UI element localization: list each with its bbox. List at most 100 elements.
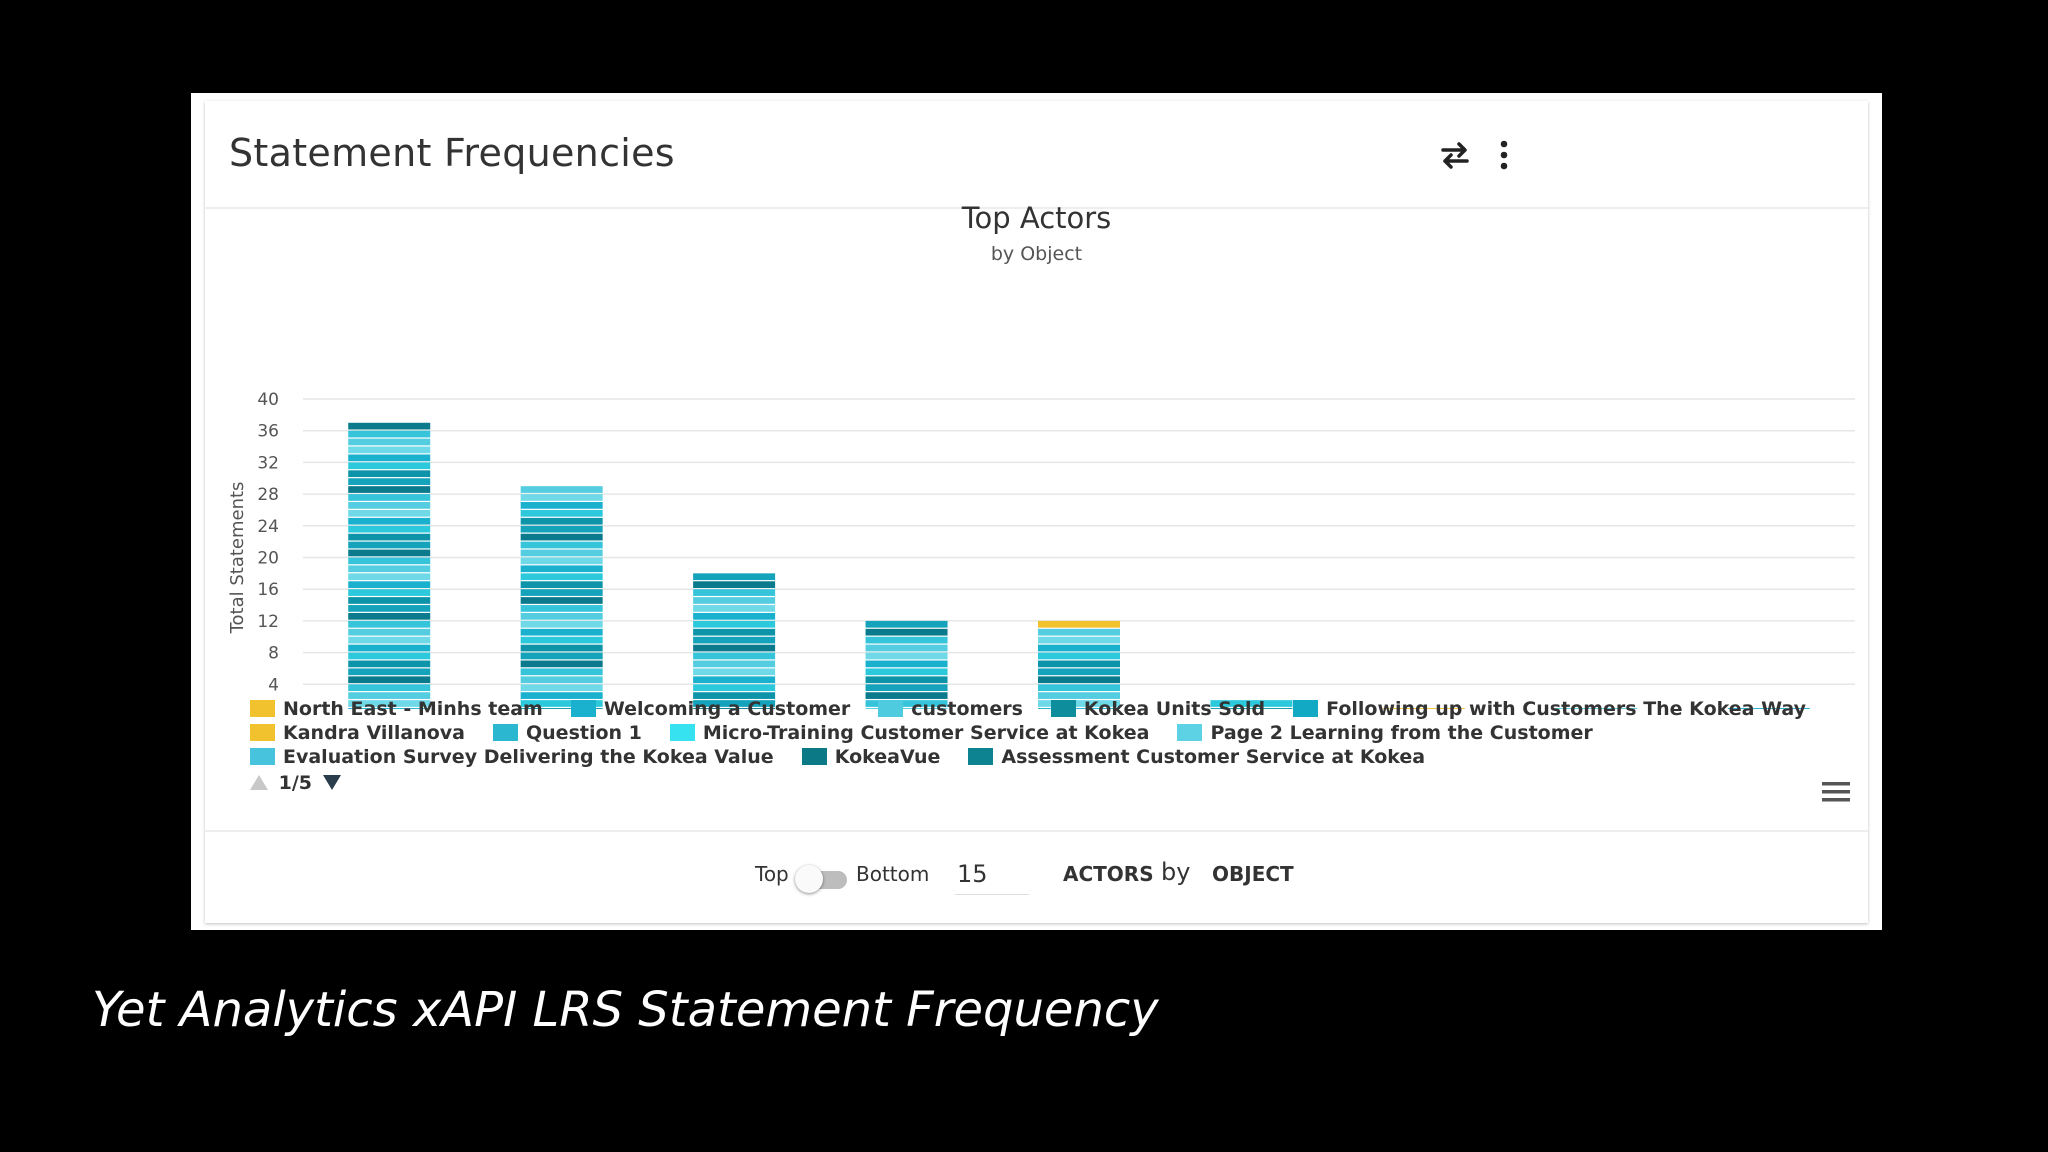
bar-segment [1038, 636, 1120, 644]
bar-segment [520, 605, 603, 612]
bar-segment [348, 668, 431, 676]
bar-segment [520, 692, 603, 699]
pager-text: 1/5 [278, 771, 313, 794]
dimension-select[interactable]: ACTORS [1063, 862, 1154, 886]
pager-down-icon[interactable] [322, 775, 341, 790]
bar-segment [1038, 692, 1120, 699]
group-select[interactable]: OBJECT [1212, 862, 1294, 886]
legend-swatch [493, 723, 518, 741]
more-vertical-icon[interactable] [1484, 135, 1524, 175]
bar-segment [865, 684, 948, 692]
legend-item[interactable]: Kokea Units Sold [1050, 698, 1265, 720]
bar-segment [693, 597, 776, 604]
y-axis-label: Total Statements [227, 482, 248, 635]
bar-segment [520, 652, 603, 660]
legend-item[interactable]: Welcoming a Customer [570, 698, 850, 720]
legend-item[interactable]: customers [878, 698, 1023, 720]
count-input[interactable] [955, 854, 1029, 895]
legend-label: Following up with Customers The Kokea Wa… [1326, 698, 1806, 720]
legend-item[interactable]: Micro-Training Customer Service at Kokea [669, 722, 1149, 744]
bar-segment [1038, 668, 1120, 676]
legend-item[interactable]: Evaluation Survey Delivering the Kokea V… [250, 746, 774, 768]
bottom-label: Bottom [856, 862, 930, 886]
legend-pager: 1/5 [250, 771, 341, 794]
bar-segment [1038, 700, 1120, 707]
bar-segment [520, 660, 603, 668]
bar-segment [348, 660, 431, 668]
bar-segment [348, 525, 431, 533]
legend-label: customers [911, 698, 1023, 720]
bar-segment [520, 525, 603, 533]
bar-segment [693, 573, 776, 581]
by-label: by [1161, 858, 1191, 886]
legend-swatch [250, 747, 275, 765]
legend-swatch [1293, 699, 1319, 717]
bar-3 [865, 620, 948, 709]
legend-swatch [250, 723, 275, 741]
top-bottom-toggle[interactable] [795, 865, 851, 893]
slide-caption: Yet Analytics xAPI LRS Statement Frequen… [92, 982, 1159, 1038]
bar-segment [1038, 676, 1120, 684]
bar-0 [348, 422, 431, 709]
swap-arrows-icon[interactable] [1435, 135, 1475, 175]
card-header: Statement Frequencies [205, 101, 1868, 209]
bar-segment [693, 644, 776, 652]
bar-segment [348, 549, 431, 557]
bar-segment [348, 597, 431, 604]
legend-item[interactable]: North East - Minhs team [250, 698, 543, 720]
bar-segment [348, 636, 431, 644]
bar-segment [348, 509, 431, 517]
bar-segment [520, 708, 603, 709]
legend-label: Evaluation Survey Delivering the Kokea V… [283, 746, 774, 768]
bar-segment [348, 692, 431, 699]
bar-8 [1727, 708, 1810, 709]
legend-row: Kandra Villanova Question 1 Micro-Training… [250, 722, 1810, 746]
bar-segment [348, 573, 431, 581]
legend-label: Assessment Customer Service at Kokea [1001, 746, 1426, 768]
bar-segment [865, 652, 948, 660]
legend-label: KokeaVue [834, 746, 941, 768]
bar-segment [865, 668, 948, 676]
bar-segment [520, 597, 603, 604]
bar-segment [348, 470, 431, 478]
bar-segment [348, 700, 431, 707]
bar-segment [1727, 708, 1810, 709]
bar-1 [520, 486, 603, 709]
bar-segment [693, 668, 776, 676]
bar-segment [693, 589, 776, 596]
bar-segment [520, 581, 603, 588]
bar-segment [348, 502, 431, 509]
bar-segment [348, 676, 431, 684]
legend-swatch [570, 699, 596, 717]
bar-segment [520, 644, 603, 652]
bar-segment [348, 422, 431, 430]
legend-item[interactable]: Page 2 Learning from the Customer [1177, 722, 1593, 744]
bar-segment [520, 573, 603, 581]
legend-item[interactable]: Question 1 [493, 722, 642, 744]
bar-segment [520, 676, 603, 684]
y-tick-label: 12 [257, 612, 279, 632]
card-panel: Statement Frequencies 048121620242832364… [205, 101, 1868, 923]
bar-segment [865, 692, 948, 699]
legend-item[interactable]: KokeaVue [801, 746, 941, 768]
bar-segment [1038, 708, 1120, 709]
bar-segment [348, 652, 431, 660]
card-title: Statement Frequencies [229, 131, 675, 175]
legend-item[interactable]: Kandra Villanova [250, 722, 465, 744]
bar-segment [348, 430, 431, 438]
bar-segment [520, 533, 603, 541]
y-tick-label: 40 [257, 390, 279, 410]
bar-segment [348, 533, 431, 541]
bar-segment [520, 628, 603, 636]
pager-up-icon[interactable] [250, 775, 268, 790]
hamburger-menu-icon[interactable] [1822, 781, 1850, 803]
legend-swatch [1050, 699, 1076, 717]
chart-legend: North East - Minhs team Welcoming a Custo… [250, 698, 1810, 770]
bar-segment [520, 684, 603, 692]
bar-segment [348, 541, 431, 549]
legend-item[interactable]: Following up with Customers The Kokea Wa… [1293, 698, 1806, 720]
legend-row: North East - Minhs team Welcoming a Custo… [250, 698, 1810, 722]
bar-segment [865, 700, 948, 707]
bar-segment [693, 612, 776, 620]
legend-item[interactable]: Assessment Customer Service at Kokea [968, 746, 1425, 768]
